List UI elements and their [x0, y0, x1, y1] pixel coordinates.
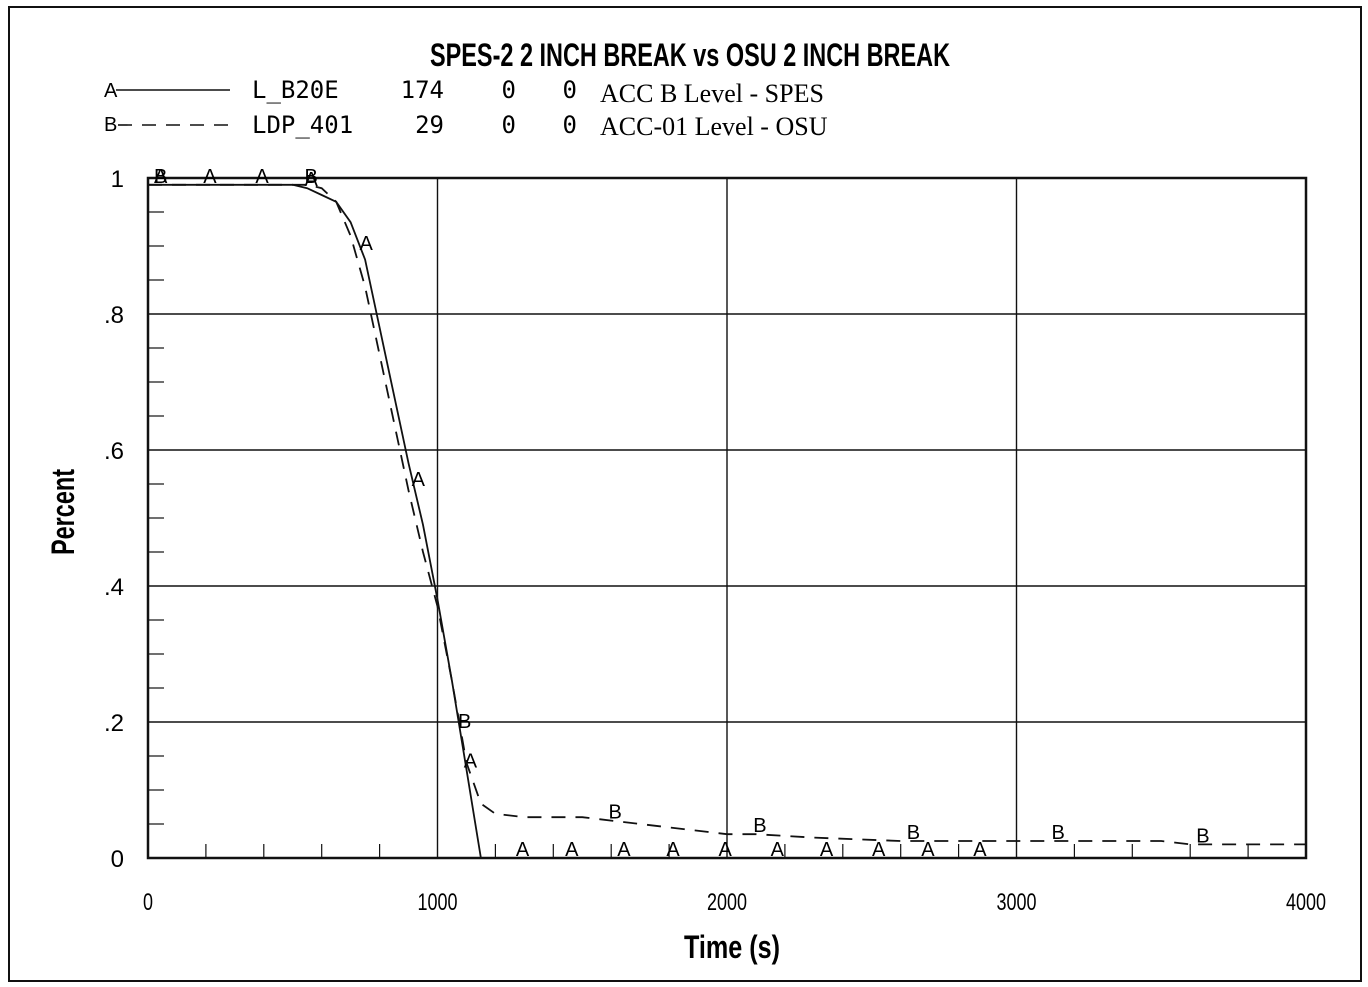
legend-col3-b: 0: [563, 111, 577, 139]
chart-title: SPES-2 2 INCH BREAK vs OSU 2 INCH BREAK: [430, 37, 950, 73]
series-marker-a: A: [565, 839, 579, 861]
series-marker-a: A: [872, 839, 886, 861]
y-axis-label: Percent: [45, 469, 81, 555]
series-marker-b: B: [753, 815, 766, 837]
series-marker-a: A: [412, 469, 426, 491]
series-marker-a: A: [360, 233, 374, 255]
series-marker-a: A: [255, 166, 269, 188]
x-tick-label: 3000: [997, 889, 1037, 916]
legend-name-a: L_B20E: [252, 76, 339, 104]
legend-desc-a: ACC B Level - SPES: [600, 79, 824, 108]
legend-col3-a: 0: [563, 76, 577, 104]
legend-name-b: LDP_401: [252, 111, 353, 139]
y-tick-label: .2: [104, 710, 124, 737]
x-tick-label: 1000: [418, 889, 458, 916]
series-marker-a: A: [617, 839, 631, 861]
x-tick-label: 2000: [707, 889, 747, 916]
y-tick-label: 1: [111, 166, 124, 193]
x-tick-label: 0: [143, 889, 153, 916]
series-marker-b: B: [609, 802, 622, 824]
series-marker-a: A: [154, 166, 168, 188]
series-marker-b: B: [154, 166, 167, 188]
y-tick-label: 0: [111, 846, 124, 873]
legend: A L_B20E 174 0 0 ACC B Level - SPES B LD…: [104, 76, 828, 141]
series-marker-a: A: [666, 839, 680, 861]
series-marker-a: A: [973, 839, 987, 861]
legend-entry-b: B LDP_401 29 0 0 ACC-01 Level - OSU: [104, 111, 828, 141]
series-marker-a: A: [203, 166, 217, 188]
series-line-a: [148, 183, 1306, 859]
series-marker-a: A: [305, 169, 319, 191]
legend-entry-a: A L_B20E 174 0 0 ACC B Level - SPES: [104, 76, 824, 108]
legend-col2-a: 0: [502, 76, 516, 104]
x-tick-label: 4000: [1286, 889, 1326, 916]
legend-col1-b: 29: [415, 111, 444, 139]
series-marker-a: A: [719, 839, 733, 861]
series-marker-b: B: [907, 822, 920, 844]
chart-frame: [8, 6, 1362, 982]
legend-desc-b: ACC-01 Level - OSU: [600, 112, 828, 141]
legend-col2-b: 0: [502, 111, 516, 139]
legend-marker-b: B: [104, 114, 117, 136]
series-marker-b: B: [1196, 825, 1209, 847]
series-line-b: [148, 183, 1306, 846]
series-marker-a: A: [771, 839, 785, 861]
y-tick-label: .4: [104, 574, 124, 601]
legend-marker-a: A: [104, 80, 118, 102]
series-marker-a: A: [516, 839, 530, 861]
series-marker-a: A: [820, 839, 834, 861]
legend-col1-a: 174: [401, 76, 444, 104]
series-marker-b: B: [458, 711, 471, 733]
series-marker-b: B: [1051, 822, 1064, 844]
series-marker-a: A: [921, 839, 935, 861]
y-tick-label: .8: [104, 302, 124, 329]
series-marker-b: B: [305, 166, 318, 188]
x-axis-label: Time (s): [684, 929, 780, 965]
y-tick-label: .6: [104, 438, 124, 465]
plot-area: 0 1000 2000 3000 4000 0 .2 .4 .6 .8 1 A A A A A A A A A A A A A…: [104, 166, 1326, 916]
